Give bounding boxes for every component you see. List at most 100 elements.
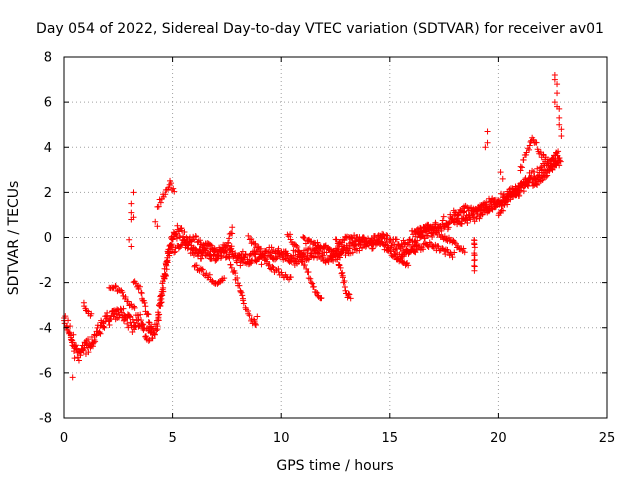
data-point — [173, 235, 180, 242]
data-point — [458, 220, 465, 227]
data-point — [143, 336, 150, 343]
data-point — [483, 204, 490, 211]
data-point — [517, 163, 524, 170]
data-point — [435, 243, 442, 250]
data-point — [126, 313, 133, 320]
data-point — [489, 195, 496, 202]
data-point — [246, 312, 253, 319]
data-point — [287, 231, 294, 238]
data-point — [301, 262, 308, 269]
data-point — [294, 244, 301, 251]
data-point — [232, 270, 239, 277]
axis-ticks: 0 5 10 15 20 25 -8 -6 -4 -2 0 2 4 6 8 — [39, 51, 615, 447]
data-point — [353, 245, 360, 252]
data-point — [207, 256, 214, 263]
data-point — [163, 258, 170, 265]
data-point — [484, 128, 491, 135]
data-point — [363, 238, 370, 245]
data-point — [293, 242, 300, 249]
data-point — [420, 246, 427, 253]
data-point — [259, 251, 266, 258]
data-point — [193, 246, 200, 253]
data-point — [379, 240, 386, 247]
y-tick-label: 4 — [44, 141, 52, 156]
data-point — [337, 264, 344, 271]
data-point — [162, 260, 169, 267]
data-point — [96, 330, 103, 337]
data-point — [71, 348, 78, 355]
data-point — [314, 243, 321, 250]
data-point — [554, 90, 561, 97]
data-point — [177, 234, 184, 241]
data-point — [334, 247, 341, 254]
data-point — [131, 326, 138, 333]
data-point — [470, 205, 477, 212]
data-point — [227, 261, 234, 268]
data-point — [555, 148, 562, 155]
data-point — [160, 284, 167, 291]
data-point — [178, 225, 185, 232]
data-point — [301, 253, 308, 260]
data-point — [190, 252, 197, 259]
data-point — [252, 256, 259, 263]
data-point — [149, 335, 156, 342]
x-tick-label: 10 — [273, 431, 290, 446]
data-point — [558, 126, 565, 133]
data-point — [148, 323, 155, 330]
data-point — [268, 244, 275, 251]
data-point — [287, 274, 294, 281]
data-point — [62, 313, 69, 320]
data-point — [241, 254, 248, 261]
y-tick-label: -2 — [39, 276, 52, 291]
data-point — [536, 178, 543, 185]
data-point — [218, 253, 225, 260]
data-point — [248, 259, 255, 266]
data-point — [198, 255, 205, 262]
data-point — [310, 283, 317, 290]
data-point — [515, 193, 522, 200]
data-point — [369, 245, 376, 252]
data-point — [88, 310, 95, 317]
data-point — [242, 251, 249, 258]
data-point — [551, 99, 558, 106]
data-point — [174, 222, 181, 229]
y-tick-label: 8 — [44, 51, 52, 66]
data-point — [106, 321, 113, 328]
data-point — [482, 144, 489, 151]
data-point — [520, 156, 527, 163]
data-point — [558, 132, 565, 139]
data-point — [126, 312, 133, 319]
data-point — [424, 242, 431, 249]
data-point — [300, 252, 307, 259]
y-tick-label: 2 — [44, 186, 52, 201]
data-point — [478, 207, 485, 214]
data-point — [233, 257, 240, 264]
data-point — [292, 257, 299, 264]
data-point — [393, 236, 400, 243]
data-point — [299, 258, 306, 265]
data-point — [384, 232, 391, 239]
data-point — [153, 327, 160, 334]
data-point — [483, 199, 490, 206]
data-point — [383, 232, 390, 239]
data-point — [504, 201, 511, 208]
data-point — [252, 240, 259, 247]
data-point — [108, 312, 115, 319]
data-point — [69, 337, 76, 344]
data-point — [392, 251, 399, 258]
data-point — [158, 299, 165, 306]
data-point — [223, 254, 230, 261]
data-point — [429, 233, 436, 240]
data-point — [301, 235, 308, 242]
data-point — [392, 246, 399, 253]
data-point — [112, 283, 119, 290]
data-point — [138, 290, 145, 297]
data-point — [98, 317, 105, 324]
data-point — [454, 212, 461, 219]
y-tick-label: 0 — [44, 231, 52, 246]
data-point — [309, 248, 316, 255]
data-point — [73, 342, 80, 349]
data-point — [275, 268, 282, 275]
data-point — [189, 245, 196, 252]
data-point — [344, 244, 351, 251]
